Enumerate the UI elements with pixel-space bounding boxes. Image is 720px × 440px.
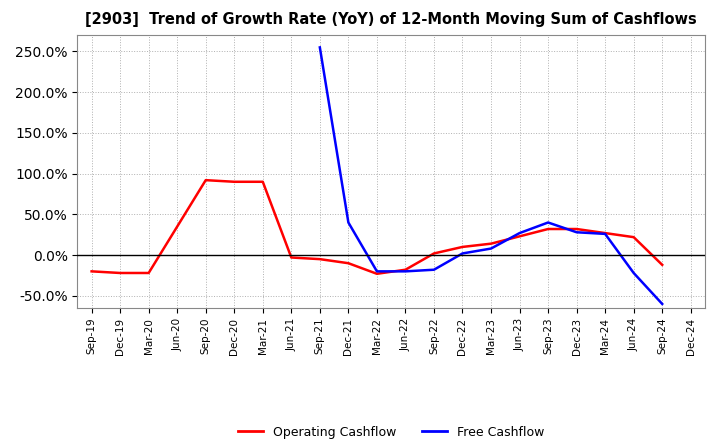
Free Cashflow xyxy=(516,231,524,236)
Operating Cashflow xyxy=(315,257,324,262)
Legend: Operating Cashflow, Free Cashflow: Operating Cashflow, Free Cashflow xyxy=(233,421,549,440)
Operating Cashflow xyxy=(658,262,667,268)
Operating Cashflow xyxy=(572,226,581,231)
Operating Cashflow xyxy=(516,234,524,239)
Free Cashflow xyxy=(315,45,324,50)
Free Cashflow xyxy=(344,220,353,225)
Operating Cashflow xyxy=(458,244,467,249)
Operating Cashflow xyxy=(401,267,410,272)
Line: Free Cashflow: Free Cashflow xyxy=(320,48,662,304)
Operating Cashflow xyxy=(544,226,552,231)
Operating Cashflow xyxy=(344,260,353,266)
Free Cashflow xyxy=(458,251,467,256)
Free Cashflow xyxy=(658,301,667,307)
Free Cashflow xyxy=(487,246,495,251)
Free Cashflow xyxy=(401,269,410,274)
Title: [2903]  Trend of Growth Rate (YoY) of 12-Month Moving Sum of Cashflows: [2903] Trend of Growth Rate (YoY) of 12-… xyxy=(85,12,697,27)
Operating Cashflow xyxy=(144,270,153,275)
Operating Cashflow xyxy=(258,179,267,184)
Operating Cashflow xyxy=(629,235,638,240)
Operating Cashflow xyxy=(487,241,495,246)
Operating Cashflow xyxy=(116,270,125,275)
Free Cashflow xyxy=(430,267,438,272)
Operating Cashflow xyxy=(600,231,609,236)
Free Cashflow xyxy=(600,231,609,237)
Operating Cashflow xyxy=(287,255,296,260)
Operating Cashflow xyxy=(87,269,96,274)
Operating Cashflow xyxy=(202,177,210,183)
Free Cashflow xyxy=(572,230,581,235)
Free Cashflow xyxy=(372,269,381,274)
Line: Operating Cashflow: Operating Cashflow xyxy=(91,180,662,274)
Operating Cashflow xyxy=(372,271,381,276)
Operating Cashflow xyxy=(173,224,181,229)
Operating Cashflow xyxy=(430,251,438,256)
Operating Cashflow xyxy=(230,179,238,184)
Free Cashflow xyxy=(629,270,638,275)
Free Cashflow xyxy=(544,220,552,225)
